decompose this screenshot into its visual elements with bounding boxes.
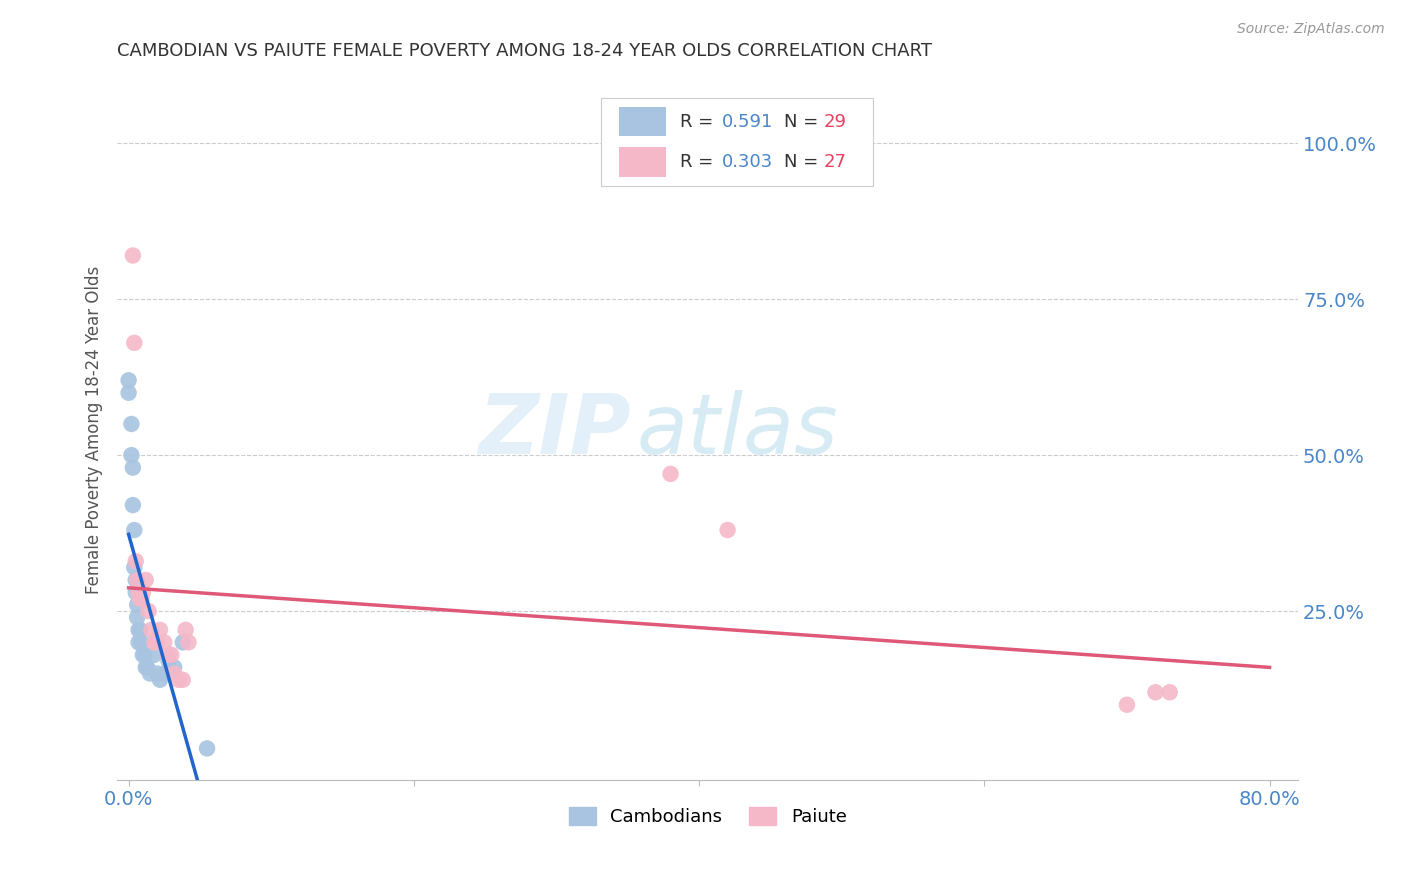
Text: 29: 29 (824, 112, 846, 131)
Point (124, 523, 146, 537)
Point (135, 573, 157, 587)
Y-axis label: Female Poverty Among 18-24 Year Olds: Female Poverty Among 18-24 Year Olds (86, 266, 103, 594)
Text: N =: N = (785, 112, 824, 131)
Point (146, 635, 169, 649)
Point (136, 660, 159, 674)
Point (149, 623, 172, 637)
Text: CAMBODIAN VS PAIUTE FEMALE POVERTY AMONG 18-24 YEAR OLDS CORRELATION CHART: CAMBODIAN VS PAIUTE FEMALE POVERTY AMONG… (117, 42, 932, 60)
Point (125, 573, 148, 587)
Text: N =: N = (785, 153, 824, 171)
Point (125, 585, 148, 599)
Point (134, 648, 156, 662)
Point (1159, 685, 1181, 699)
Point (149, 673, 172, 687)
Point (195, 741, 218, 756)
Point (128, 635, 150, 649)
Point (1144, 685, 1167, 699)
Point (128, 623, 150, 637)
Point (153, 635, 176, 649)
Point (127, 598, 149, 612)
Point (122, 248, 145, 262)
Point (129, 623, 152, 637)
Point (117, 373, 139, 387)
Bar (619, 147, 666, 177)
Point (143, 635, 166, 649)
Point (157, 648, 180, 662)
Point (132, 648, 155, 662)
Point (172, 673, 194, 687)
Point (131, 591, 153, 606)
Text: 0.303: 0.303 (721, 153, 773, 171)
Text: ZIP: ZIP (478, 390, 631, 471)
Point (146, 666, 169, 681)
Point (132, 585, 155, 599)
Point (124, 560, 146, 574)
Point (157, 654, 180, 668)
Point (163, 666, 186, 681)
Point (153, 666, 176, 681)
Text: Source: ZipAtlas.com: Source: ZipAtlas.com (1237, 22, 1385, 37)
Text: R =: R = (681, 153, 720, 171)
Point (172, 635, 194, 649)
Point (1116, 698, 1139, 712)
Point (174, 623, 197, 637)
Point (122, 498, 145, 512)
Point (124, 335, 146, 350)
Point (138, 604, 160, 618)
Point (122, 460, 145, 475)
Point (127, 573, 149, 587)
Point (141, 623, 163, 637)
Point (139, 666, 162, 681)
Point (129, 591, 152, 606)
Point (143, 648, 166, 662)
Point (716, 523, 738, 537)
Bar (619, 107, 666, 136)
FancyBboxPatch shape (602, 98, 873, 186)
Legend: Cambodians, Paiute: Cambodians, Paiute (561, 800, 853, 833)
Point (135, 660, 157, 674)
Text: 0.591: 0.591 (721, 112, 773, 131)
Point (160, 648, 183, 662)
Point (163, 660, 186, 674)
Point (120, 448, 142, 462)
Point (117, 385, 139, 400)
Point (127, 610, 149, 624)
Point (128, 585, 150, 599)
Text: 27: 27 (824, 153, 846, 171)
Point (125, 554, 148, 568)
Text: R =: R = (681, 112, 720, 131)
Point (659, 467, 682, 481)
Point (177, 635, 200, 649)
Text: atlas: atlas (637, 390, 838, 471)
Point (120, 417, 142, 431)
Point (131, 635, 153, 649)
Point (167, 673, 190, 687)
